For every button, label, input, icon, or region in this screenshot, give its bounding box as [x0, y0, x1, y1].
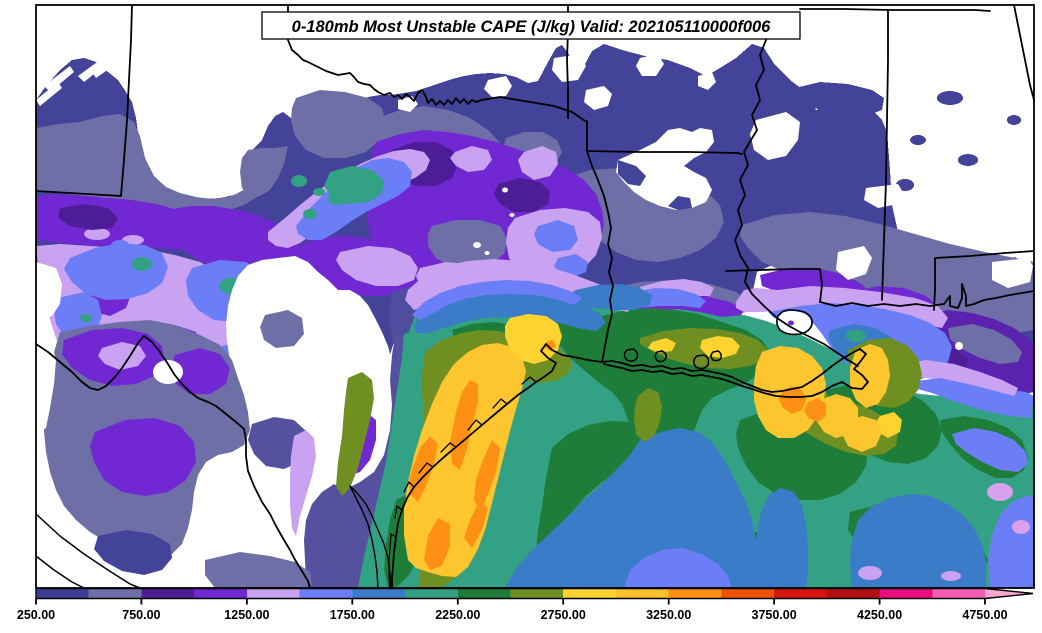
- svg-text:750.00: 750.00: [122, 608, 160, 622]
- svg-text:1250.00: 1250.00: [224, 608, 269, 622]
- svg-text:4250.00: 4250.00: [857, 608, 902, 622]
- svg-text:2250.00: 2250.00: [435, 608, 480, 622]
- svg-text:2750.00: 2750.00: [541, 608, 586, 622]
- svg-text:3250.00: 3250.00: [646, 608, 691, 622]
- svg-text:250.00: 250.00: [17, 608, 55, 622]
- svg-text:3750.00: 3750.00: [752, 608, 797, 622]
- svg-text:0-180mb Most Unstable CAPE (J/: 0-180mb Most Unstable CAPE (J/kg) Valid:…: [292, 18, 772, 36]
- svg-text:1750.00: 1750.00: [330, 608, 375, 622]
- svg-text:4750.00: 4750.00: [962, 608, 1007, 622]
